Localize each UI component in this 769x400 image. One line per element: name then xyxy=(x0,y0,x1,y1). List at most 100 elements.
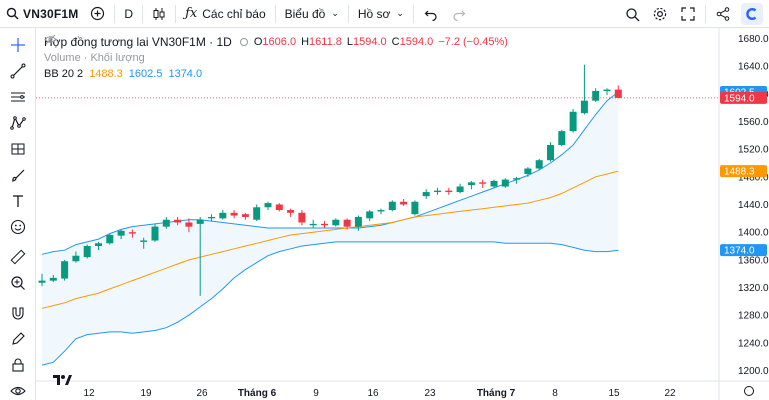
chevron-down-icon: ⌄ xyxy=(331,8,339,18)
candle-body xyxy=(72,255,80,262)
trend-line-tool[interactable] xyxy=(0,58,36,84)
measure-tool[interactable] xyxy=(0,244,36,270)
redo-icon xyxy=(453,10,466,21)
candle-body xyxy=(535,160,543,169)
symbol-search[interactable]: VN30F1M xyxy=(0,0,84,28)
candle-body xyxy=(162,219,170,227)
candle-body xyxy=(445,190,453,193)
toolbar-divider xyxy=(412,4,414,23)
candle-type-button[interactable] xyxy=(146,0,172,28)
time-tick-label: 22 xyxy=(664,388,676,399)
time-axis-settings-icon[interactable] xyxy=(744,386,754,396)
price-tick-label: 1320.0 xyxy=(738,283,769,294)
candle-body xyxy=(241,214,249,217)
candle-body xyxy=(38,280,46,283)
interval-label: D xyxy=(124,6,134,21)
chart-pane[interactable]: 1200.0 1240.0 1280.0 1320.0 1360.0 1400.0 1440… xyxy=(36,28,769,400)
time-tick-label: 8 xyxy=(552,388,558,399)
time-tick-label: 15 xyxy=(608,388,620,399)
change-value: −7.2 (−0.45%) xyxy=(438,36,508,48)
candle-body xyxy=(61,261,69,279)
price-tick-label: 1560.0 xyxy=(738,117,769,128)
horizontal-lines-tool[interactable] xyxy=(0,84,36,110)
low-label: L xyxy=(346,36,353,48)
candle-body xyxy=(479,182,487,184)
status-dot xyxy=(239,38,248,46)
candle-body xyxy=(354,216,362,227)
lock-drawings-tool[interactable] xyxy=(0,352,36,378)
settings-button[interactable] xyxy=(646,0,674,28)
candle-body xyxy=(569,111,577,132)
time-tick-label: 12 xyxy=(83,388,95,399)
price-chart[interactable]: 1200.0 1240.0 1280.0 1320.0 1360.0 1400.0 1440… xyxy=(36,28,769,400)
undo-button[interactable] xyxy=(417,0,445,28)
indicators-button[interactable]: ƒx Các chỉ báo xyxy=(179,0,272,28)
text-tool[interactable] xyxy=(0,188,36,214)
eye-icon xyxy=(10,386,26,396)
candle-body xyxy=(614,89,622,98)
app-logo[interactable] xyxy=(741,3,763,25)
emoji-tool[interactable] xyxy=(0,214,36,240)
price-tick-label: 1520.0 xyxy=(738,145,769,156)
volume-label: Volume · Khối lượng xyxy=(44,52,145,64)
magnet-tool[interactable] xyxy=(0,300,36,326)
close-label: C xyxy=(391,36,400,48)
candle-body xyxy=(275,204,283,211)
price-tick-label: 1240.0 xyxy=(738,338,769,349)
candle-body xyxy=(83,246,91,258)
time-tick-label: 19 xyxy=(140,388,152,399)
price-tag-lower xyxy=(720,244,767,257)
interval-button[interactable]: D xyxy=(118,0,139,28)
zoom-search-icon xyxy=(625,7,639,21)
candle-body xyxy=(592,90,600,101)
candle-body xyxy=(547,144,554,161)
toolbar-divider xyxy=(705,5,706,23)
crosshair-icon xyxy=(11,38,25,52)
top-toolbar: VN30F1M D ƒx Các chỉ báo Biểu đồ ⌄ Hồ sơ… xyxy=(0,0,769,28)
candle-body xyxy=(467,182,475,186)
legend-title[interactable]: Hợp đồng tương lai VN30F1M · 1D xyxy=(44,35,232,49)
candle-body xyxy=(332,219,340,226)
price-tick-label: 1200.0 xyxy=(738,366,769,377)
profile-menu[interactable]: Hồ sơ ⌄ xyxy=(352,0,410,28)
pattern-icon xyxy=(10,116,26,130)
tradingview-logo-icon xyxy=(53,375,72,385)
candle-body xyxy=(434,190,441,193)
eye-off-icon[interactable] xyxy=(44,34,57,45)
candle-body xyxy=(174,219,182,223)
compare-symbol-button[interactable] xyxy=(84,0,111,28)
pattern-tool[interactable] xyxy=(0,110,36,136)
quick-search-button[interactable] xyxy=(618,0,646,28)
brush-tool[interactable] xyxy=(0,162,36,188)
low-value: 1594.0 xyxy=(352,36,387,48)
hide-drawings-tool[interactable] xyxy=(0,378,36,400)
zoom-in-tool[interactable] xyxy=(0,270,36,296)
price-tick-label: 1480.0 xyxy=(738,172,769,183)
candle-body xyxy=(422,192,430,197)
price-tag-basis xyxy=(720,165,767,178)
bb-legend-row[interactable]: BB 20 2 1488.3 1602.5 1374.0 xyxy=(44,66,513,82)
volume-legend-row[interactable]: Volume · Khối lượng xyxy=(44,34,513,66)
candle-body xyxy=(456,186,464,193)
pencil-lock-icon xyxy=(12,332,25,345)
candle-body xyxy=(230,212,238,216)
toolbar-divider xyxy=(114,4,116,23)
time-tick-label: Tháng 6 xyxy=(238,388,277,399)
stay-drawing-tool[interactable] xyxy=(0,326,36,352)
share-button[interactable] xyxy=(709,0,737,28)
fullscreen-button[interactable] xyxy=(674,0,702,28)
forecast-tool[interactable] xyxy=(0,136,36,162)
price-tag-last xyxy=(720,91,767,104)
magnet-icon xyxy=(12,307,24,320)
undo-icon xyxy=(424,10,437,21)
redo-button[interactable] xyxy=(445,0,473,28)
chart-type-menu[interactable]: Biểu đồ ⌄ xyxy=(279,0,345,28)
candle-body xyxy=(524,168,532,175)
parallel-lines-icon xyxy=(11,92,25,102)
zoom-in-icon xyxy=(11,276,25,290)
bb-basis-line xyxy=(41,170,619,309)
indicators-label: Các chỉ báo xyxy=(202,6,266,21)
time-tick-label: 26 xyxy=(196,388,208,399)
crosshair-tool[interactable] xyxy=(0,32,36,58)
function-icon: ƒx xyxy=(185,6,198,21)
